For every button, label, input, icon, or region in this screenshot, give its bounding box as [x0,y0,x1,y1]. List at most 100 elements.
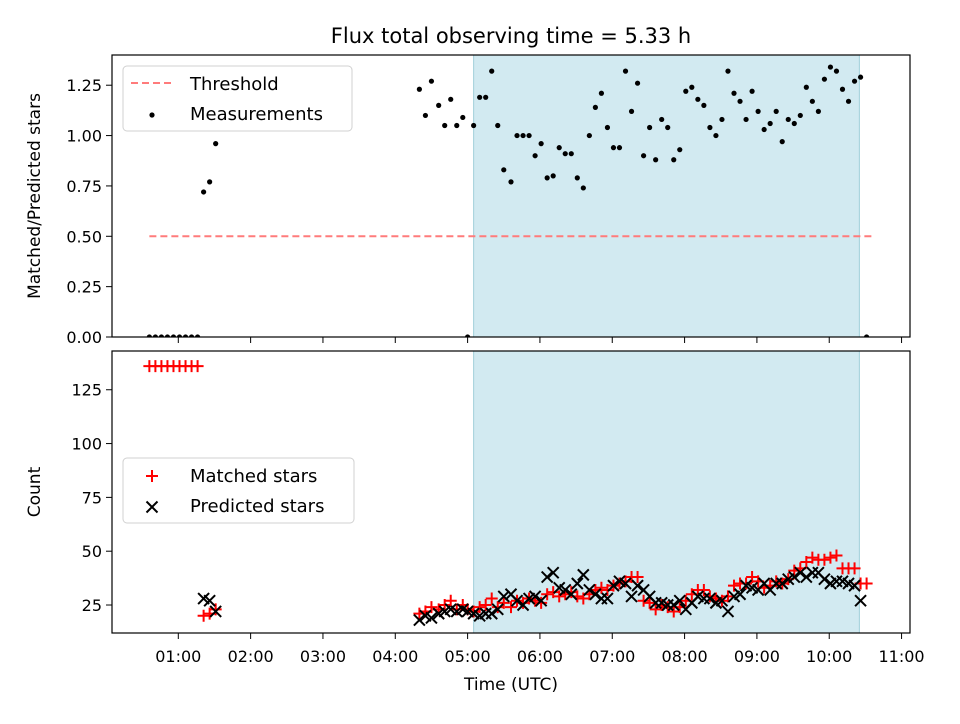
measurements-point [501,167,507,173]
measurements-point [422,112,429,119]
matched-stars-point [649,603,662,616]
matched-stars-point [824,551,837,564]
matched-stars-point [619,575,632,588]
measurements-point [695,96,701,102]
matched-stars-point [806,551,819,564]
measurements-point [647,124,653,131]
measurements-point [737,98,743,104]
measurements-point [622,68,629,74]
measurements-point [556,145,562,151]
measurements-point [158,334,165,337]
measurements-point [544,175,550,181]
predicted-stars-point [703,592,717,605]
measurements-point [495,122,501,129]
measurements-point [592,104,598,110]
measurements-point [152,334,158,337]
measurements-point [683,88,689,94]
measurements-point [538,141,544,147]
measurements-point [448,96,454,102]
x-tick-label: 04:00 [372,647,418,666]
measurements-point [610,145,617,151]
measurements-point [725,68,731,74]
measurements-point [628,108,635,114]
measurements-point [665,124,671,131]
measurements-point [845,98,852,104]
predicted-stars-point [510,594,524,607]
predicted-stars-point [540,570,554,584]
measurements-point [483,94,489,100]
measurements-point [454,122,460,129]
measurements-point [416,86,422,92]
measurements-point [598,90,605,96]
legend-measurements-label: Measurements [190,104,323,125]
matched-stars-point [746,571,759,584]
predicted-stars-point [534,594,548,607]
measurements-point [821,76,828,82]
y-tick-label: 25 [82,596,102,615]
measurements-point [797,112,803,119]
y-tick-label: 75 [82,488,102,507]
measurements-point [182,334,189,337]
measurements-point [176,334,183,337]
measurements-point [562,151,568,157]
measurements-point [550,173,556,179]
measurements-point [520,132,526,139]
predicted-stars-point [559,583,572,597]
measurements-point [514,132,520,139]
measurements-point [574,175,580,181]
legend-predicted-label: Predicted stars [190,496,324,517]
measurements-point [689,84,695,90]
x-tick-label: 08:00 [662,647,708,666]
legend-matched-swatch [146,470,158,482]
measurements-point [827,64,834,70]
predicted-stars-point [818,572,831,586]
legend-matched-label: Matched stars [190,466,317,487]
measurements-point [471,122,477,129]
measurements-point [146,334,152,337]
measurements-point [719,116,725,123]
measurements-point [701,102,707,108]
predicted-stars-point [583,583,596,597]
data-points [146,64,870,337]
measurements-point [707,124,713,131]
measurements-point [616,145,623,151]
legend-box [122,457,355,524]
matched-stars-point [473,601,486,614]
axes-frame [111,350,911,634]
x-tick-label: 01:00 [155,647,201,666]
predicted-stars-point [607,579,620,592]
matched-stars-point [721,590,734,603]
matched-stars-point [601,583,614,596]
measurements-point [201,189,207,195]
predicted-stars-point [631,579,644,592]
measurements-point [442,122,448,129]
legend-box [122,65,353,132]
predicted-stars-point [733,588,747,601]
measurements-point [640,153,647,159]
matched-stars-point [425,601,438,614]
matched-stars-point [450,603,463,616]
measurements-point [428,78,435,84]
matched-stars-point [631,571,644,584]
x-tick-label: 02:00 [228,647,274,666]
legend-measurements-swatch [149,112,155,118]
y-tick-label: 125 [71,381,102,400]
y-tick-label: 1.00 [66,127,102,146]
predicted-stars-point [854,594,867,607]
legend-predicted-swatch [145,500,159,514]
matched-stars-point [553,590,566,603]
matched-stars-point [577,592,590,605]
measurements-point [170,334,177,337]
predicted-stars-point [571,577,584,590]
chart-title: Flux total observing time = 5.33 h [331,24,691,48]
x-tick-label: 06:00 [517,647,563,666]
matched-stars-point [830,549,843,562]
x-tick-label: 10:00 [806,647,852,666]
measurements-point [653,157,659,163]
predicted-stars-point [485,607,498,620]
observing-span [473,350,860,634]
measurements-point [864,334,870,337]
measurements-point [436,102,442,108]
measurements-point [526,132,532,139]
